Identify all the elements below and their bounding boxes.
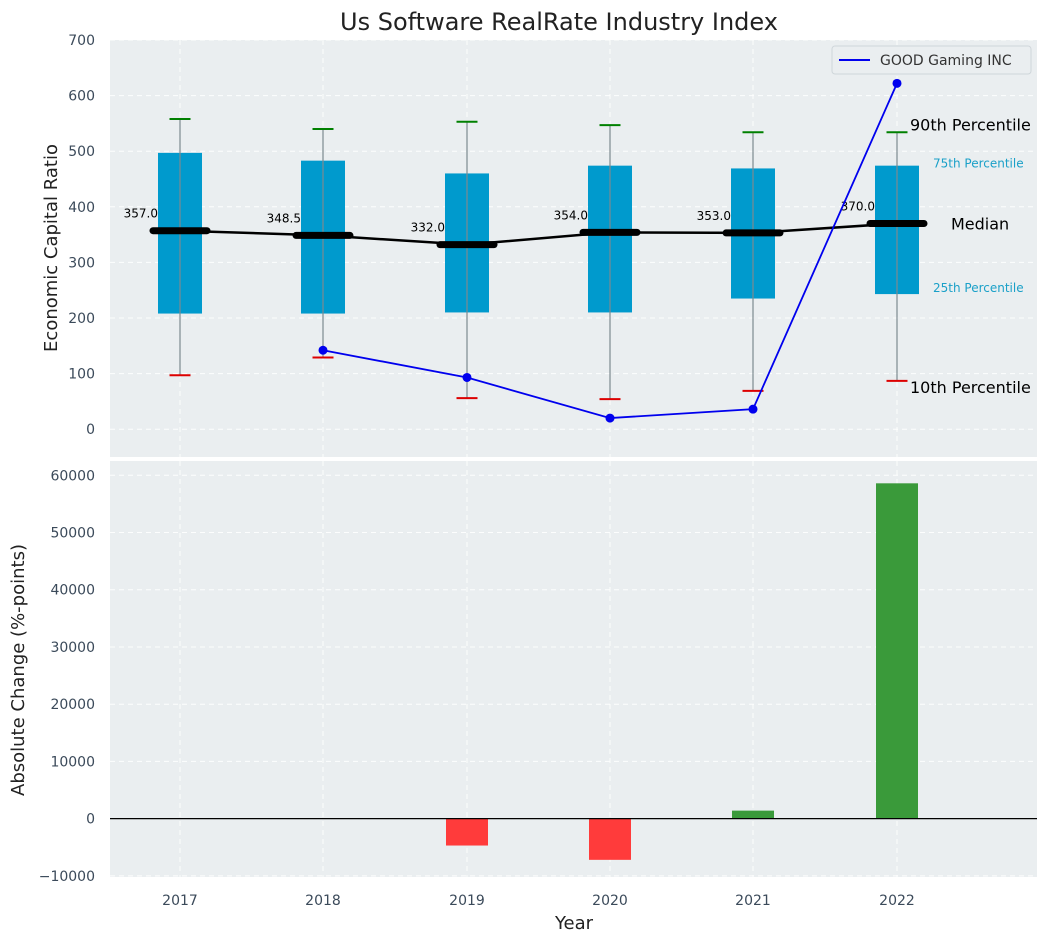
bottom-ytick-label: 30000 xyxy=(50,640,95,656)
legend-box xyxy=(831,45,1032,75)
median-value-label: 348.5 xyxy=(267,211,301,225)
median-value-label: 353.0 xyxy=(697,209,731,223)
xtick-label: 2019 xyxy=(449,893,485,909)
annotation-p90: 90th Percentile xyxy=(910,115,1031,134)
median-value-label: 370.0 xyxy=(841,199,875,213)
median-value-label: 332.0 xyxy=(411,221,445,235)
annotation-p10: 10th Percentile xyxy=(910,378,1031,397)
xtick-label: 2018 xyxy=(305,893,341,909)
bottom-ytick-label: 40000 xyxy=(50,583,95,599)
company-point-2020 xyxy=(605,413,615,423)
change-bar-2020 xyxy=(589,818,631,860)
annotation-median: Median xyxy=(951,214,1009,233)
x-axis-label: Year xyxy=(554,913,594,934)
legend-label: GOOD Gaming INC xyxy=(880,53,1012,69)
bottom-ytick-label: 0 xyxy=(86,812,95,828)
bottom-ytick-label: 20000 xyxy=(50,697,95,713)
top-ytick-label: 400 xyxy=(68,200,95,216)
chart-title: Us Software RealRate Industry Index xyxy=(340,8,778,36)
annotation-p25: 25th Percentile xyxy=(933,281,1024,295)
xtick-label: 2020 xyxy=(592,893,628,909)
bottom-ytick-label: 50000 xyxy=(50,526,95,542)
top-ytick-label: 700 xyxy=(68,33,95,49)
change-bar-2019 xyxy=(446,818,488,846)
top-ytick-label: 0 xyxy=(86,422,95,438)
median-value-label: 357.0 xyxy=(124,207,158,221)
top-ytick-label: 300 xyxy=(68,255,95,271)
annotation-p75: 75th Percentile xyxy=(933,157,1024,171)
xtick-label: 2017 xyxy=(162,893,198,909)
company-point-2018 xyxy=(318,345,328,355)
bottom-ytick-label: −10000 xyxy=(39,869,95,885)
xtick-label: 2022 xyxy=(879,893,915,909)
company-point-2019 xyxy=(462,372,472,382)
median-value-label: 354.0 xyxy=(554,208,588,222)
top-y-axis-label: Economic Capital Ratio xyxy=(41,144,62,352)
xtick-label: 2021 xyxy=(735,893,771,909)
top-ytick-label: 600 xyxy=(68,89,95,105)
bottom-ytick-label: 10000 xyxy=(50,754,95,770)
change-bar-2022 xyxy=(876,483,918,819)
company-point-2022 xyxy=(892,78,902,88)
bottom-y-axis-label: Absolute Change (%-points) xyxy=(8,544,29,796)
top-ytick-label: 500 xyxy=(68,144,95,160)
bottom-ytick-label: 60000 xyxy=(50,468,95,484)
top-ytick-label: 200 xyxy=(68,311,95,327)
company-point-2021 xyxy=(748,404,758,414)
change-bar-2021 xyxy=(732,810,774,819)
top-ytick-label: 100 xyxy=(68,367,95,383)
